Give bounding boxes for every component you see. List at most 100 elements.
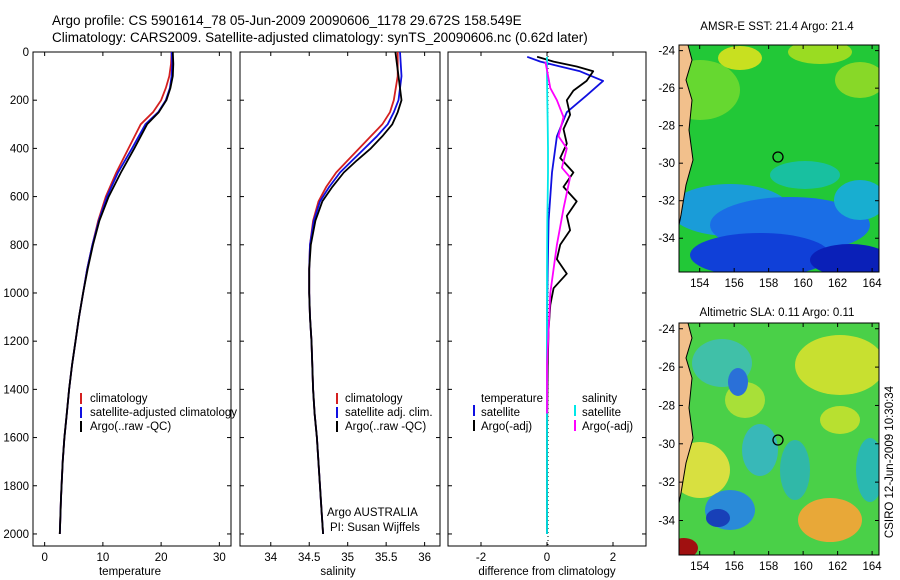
- sla-map-title: Altimetric SLA: 0.11 Argo: 0.11: [700, 307, 855, 319]
- sla-coastline: [679, 323, 694, 504]
- temperature-legend: climatology satellite-adjusted climatolo…: [80, 393, 237, 433]
- map-x-tick-label: 162: [828, 561, 847, 573]
- legend-label-temp-satellite: satellite: [481, 407, 520, 419]
- x-tick-label: 20: [155, 552, 168, 564]
- salinity-series: [308, 52, 403, 535]
- legend-label-satellite: satellite-adjusted climatology: [90, 407, 237, 419]
- y-tick-label: 1000: [3, 288, 29, 300]
- sst-map-panel: AMSR-E SST: 21.4 Argo: 21.4 154 156 158 160…: [658, 21, 882, 290]
- map-y-tick-label: -28: [658, 400, 675, 412]
- y-tick-label: 1400: [3, 384, 29, 396]
- salinity-panel: 34 34.5 35 35.5 36 salinity climatology sate…: [239, 51, 441, 578]
- salinity-xlabel: salinity: [320, 566, 355, 578]
- sst-cool-patch: [770, 161, 840, 189]
- x-tick-label: 34.5: [298, 552, 320, 564]
- sst-argo-marker: [772, 151, 784, 163]
- map-y-tick-label: -30: [658, 158, 675, 170]
- difference-panel: -2 0 2 difference from climatology tempera…: [447, 51, 647, 578]
- series-line: [58, 52, 175, 535]
- map-x-tick-label: 164: [863, 278, 883, 290]
- temperature-series: [58, 52, 175, 535]
- series-line: [544, 61, 571, 414]
- map-y-tick-label: -26: [658, 362, 675, 374]
- sst-map-ticks: 154 156 158 160 162 164 -24 -26 -28 -30 -32 -34: [658, 45, 882, 290]
- pi-annotation-line1: Argo AUSTRALIA: [327, 507, 418, 519]
- sst-map-frame: [678, 44, 880, 273]
- temperature-axis-ticks: 0 10 20 30 0 200 400 600 800 1000 1200 1400 1600 1800…: [3, 47, 231, 564]
- sst-warm-patch: [679, 60, 740, 120]
- sla-map-field: [679, 323, 879, 555]
- map-x-tick-label: 154: [690, 561, 710, 573]
- sst-map-field: [679, 45, 879, 272]
- sla-low-patch: [780, 440, 810, 500]
- legend-label-temp-argo: Argo(-adj): [481, 421, 532, 433]
- salinity-axis-ticks: 34 34.5 35 35.5 36: [240, 51, 440, 564]
- x-tick-label: 34: [264, 552, 277, 564]
- sst-warm-patch: [788, 45, 852, 64]
- map-x-tick-label: 156: [725, 561, 744, 573]
- sst-coastline: [679, 45, 694, 226]
- salinity-plot-area: [239, 51, 441, 547]
- sla-extreme-patch: [679, 538, 698, 555]
- map-y-tick-label: -26: [658, 83, 675, 95]
- sst-cool-patch: [834, 180, 879, 220]
- map-x-tick-label: 162: [828, 278, 847, 290]
- y-tick-label: 2000: [3, 529, 29, 541]
- timestamp-label: CSIRO 12-Jun-2009 10:30:34: [884, 385, 896, 538]
- map-y-tick-label: -24: [658, 324, 675, 336]
- sla-low-patch: [742, 424, 778, 476]
- y-tick-label: 600: [10, 192, 29, 204]
- y-tick-label: 400: [10, 143, 29, 155]
- sla-low-patch: [856, 438, 879, 502]
- sst-map-title: AMSR-E SST: 21.4 Argo: 21.4: [700, 21, 854, 33]
- sla-argo-marker: [772, 434, 784, 446]
- sla-map-ticks: 154 156 158 160 162 164 -24 -26 -28 -30 -32 -34: [658, 323, 882, 573]
- x-tick-label: 30: [213, 552, 226, 564]
- sst-warm-patch: [718, 46, 762, 70]
- sst-land: [679, 45, 693, 225]
- map-x-tick-label: 158: [759, 561, 778, 573]
- y-tick-label: 1200: [3, 336, 29, 348]
- legend-title-salinity: salinity: [582, 393, 617, 405]
- sla-low-patch: [706, 509, 730, 527]
- map-x-tick-label: 158: [759, 278, 778, 290]
- legend-label-sal-satellite: satellite: [582, 407, 621, 419]
- sla-high-patch: [820, 406, 860, 434]
- map-y-tick-label: -32: [658, 196, 675, 208]
- x-tick-label: 36: [418, 552, 431, 564]
- map-y-tick-label: -24: [658, 46, 675, 58]
- header-line1: Argo profile: CS 5901614_78 05-Jun-2009 …: [52, 13, 522, 28]
- x-tick-label: 2: [610, 552, 616, 564]
- difference-xlabel: difference from climatology: [478, 566, 615, 578]
- map-y-tick-label: -28: [658, 121, 675, 133]
- series-line: [308, 52, 403, 535]
- sst-cold-patch: [810, 244, 879, 272]
- x-tick-label: -2: [476, 552, 486, 564]
- map-x-tick-label: 160: [794, 561, 813, 573]
- legend-label-climatology: climatology: [345, 393, 403, 405]
- difference-legend: temperature satellite Argo(-adj) salinit…: [473, 393, 633, 433]
- sla-land: [679, 323, 693, 503]
- sst-warm-patch: [835, 62, 879, 98]
- sla-high-patch: [679, 442, 730, 498]
- header-line2: Climatology: CARS2009. Satellite-adjuste…: [52, 30, 588, 45]
- map-x-tick-label: 164: [863, 561, 883, 573]
- y-tick-label: 1600: [3, 433, 29, 445]
- temperature-xlabel: temperature: [99, 566, 161, 578]
- y-tick-label: 1800: [3, 481, 29, 493]
- x-tick-label: 35: [341, 552, 354, 564]
- sla-low-patch: [728, 368, 748, 396]
- map-y-tick-label: -34: [658, 233, 675, 245]
- sla-high-patch: [798, 498, 862, 542]
- series-line: [546, 56, 549, 534]
- x-tick-label: 35.5: [375, 552, 397, 564]
- pi-annotation-line2: PI: Susan Wijffels: [330, 522, 420, 534]
- y-tick-label: 0: [23, 47, 29, 59]
- legend-label-satellite: satellite adj. clim.: [345, 407, 433, 419]
- legend-label-argo: Argo(..raw -QC): [90, 421, 171, 433]
- legend-label-sal-argo: Argo(-adj): [582, 421, 633, 433]
- difference-axis-ticks: -2 0 2: [448, 51, 646, 564]
- x-tick-label: 10: [96, 552, 109, 564]
- x-tick-label: 0: [41, 552, 47, 564]
